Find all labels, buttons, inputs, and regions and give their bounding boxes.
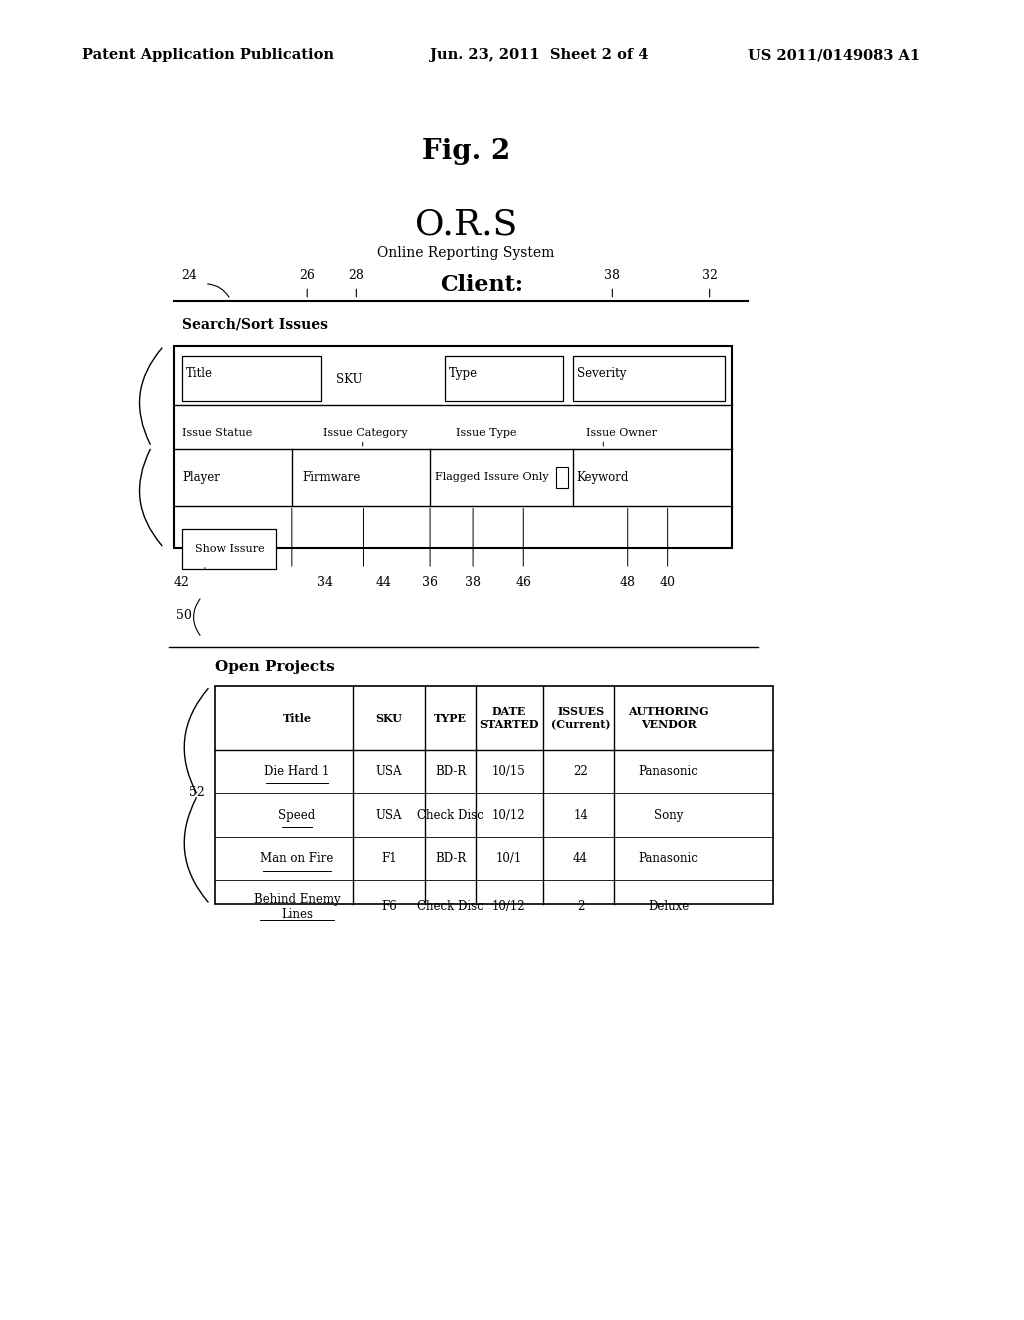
Text: 10/1: 10/1: [496, 853, 522, 865]
Text: Show Issure: Show Issure: [195, 544, 264, 554]
Text: Behind Enemy
Lines: Behind Enemy Lines: [254, 892, 340, 921]
Text: Issue Statue: Issue Statue: [182, 428, 253, 438]
Text: ISSUES
(Current): ISSUES (Current): [551, 706, 610, 730]
Text: Fig. 2: Fig. 2: [422, 139, 510, 165]
Text: 28: 28: [348, 269, 365, 282]
Text: 32: 32: [701, 269, 718, 282]
Text: Panasonic: Panasonic: [639, 766, 698, 777]
Text: Sony: Sony: [654, 809, 683, 821]
Text: Panasonic: Panasonic: [639, 853, 698, 865]
Text: SKU: SKU: [376, 713, 402, 723]
Text: Check Disc: Check Disc: [417, 809, 484, 821]
Text: Flagged Issure Only: Flagged Issure Only: [435, 473, 549, 482]
Text: DATE
STARTED: DATE STARTED: [479, 706, 539, 730]
Text: Issue Type: Issue Type: [456, 428, 516, 438]
Text: Issue Category: Issue Category: [323, 428, 408, 438]
Text: 48: 48: [620, 576, 636, 589]
Text: US 2011/0149083 A1: US 2011/0149083 A1: [748, 49, 920, 62]
Text: Speed: Speed: [279, 809, 315, 821]
Text: 10/12: 10/12: [493, 809, 525, 821]
Bar: [215, 686, 773, 904]
Text: Severity: Severity: [577, 367, 626, 380]
Text: Online Reporting System: Online Reporting System: [377, 247, 555, 260]
Text: Client:: Client:: [440, 275, 523, 296]
Text: USA: USA: [376, 809, 402, 821]
Text: O.R.S: O.R.S: [415, 207, 517, 242]
Text: AUTHORING
VENDOR: AUTHORING VENDOR: [629, 706, 709, 730]
Text: Check Disc: Check Disc: [417, 900, 484, 913]
Text: Issue Owner: Issue Owner: [586, 428, 656, 438]
Text: 52: 52: [189, 785, 205, 799]
Bar: [445, 356, 563, 401]
Bar: [573, 356, 725, 401]
Text: Search/Sort Issues: Search/Sort Issues: [182, 318, 329, 331]
Text: Keyword: Keyword: [577, 471, 629, 483]
Text: BD-R: BD-R: [435, 853, 466, 865]
Text: 38: 38: [465, 576, 481, 589]
Text: Patent Application Publication: Patent Application Publication: [82, 49, 334, 62]
Text: Die Hard 1: Die Hard 1: [264, 766, 330, 777]
Text: 50: 50: [176, 609, 193, 622]
Bar: [182, 356, 321, 401]
Text: F6: F6: [381, 900, 397, 913]
Text: 40: 40: [659, 576, 676, 589]
Text: 24: 24: [181, 269, 198, 282]
Text: Player: Player: [182, 471, 220, 483]
Text: Title: Title: [186, 367, 213, 380]
Text: USA: USA: [376, 766, 402, 777]
Text: SKU: SKU: [336, 374, 362, 385]
Text: 42: 42: [173, 576, 189, 589]
Text: 34: 34: [316, 576, 333, 589]
Text: Open Projects: Open Projects: [215, 660, 335, 673]
Text: 38: 38: [604, 269, 621, 282]
Text: TYPE: TYPE: [434, 713, 467, 723]
Text: Firmware: Firmware: [302, 471, 360, 483]
Text: 44: 44: [376, 576, 392, 589]
Text: Type: Type: [449, 367, 477, 380]
Text: Deluxe: Deluxe: [648, 900, 689, 913]
Text: 26: 26: [299, 269, 315, 282]
Text: 10/12: 10/12: [493, 900, 525, 913]
Text: 22: 22: [573, 766, 588, 777]
Text: 46: 46: [515, 576, 531, 589]
Bar: [182, 529, 276, 569]
Text: Title: Title: [283, 713, 311, 723]
Text: Man on Fire: Man on Fire: [260, 853, 334, 865]
Bar: [174, 346, 732, 548]
Bar: [556, 466, 568, 487]
Text: 2: 2: [577, 900, 585, 913]
Text: F1: F1: [381, 853, 397, 865]
Text: 10/15: 10/15: [493, 766, 525, 777]
Text: BD-R: BD-R: [435, 766, 466, 777]
Text: 36: 36: [422, 576, 438, 589]
Text: 44: 44: [573, 853, 588, 865]
Text: Jun. 23, 2011  Sheet 2 of 4: Jun. 23, 2011 Sheet 2 of 4: [430, 49, 648, 62]
Text: 14: 14: [573, 809, 588, 821]
